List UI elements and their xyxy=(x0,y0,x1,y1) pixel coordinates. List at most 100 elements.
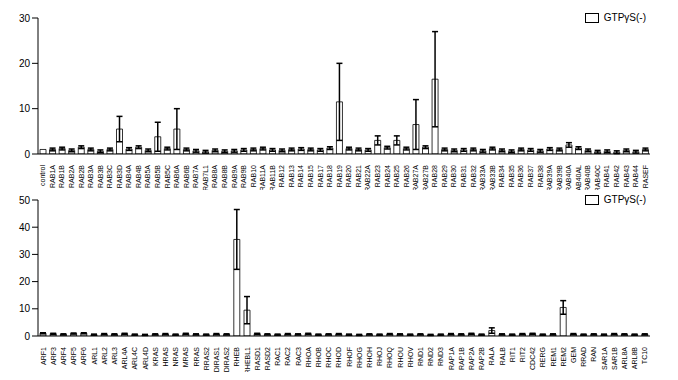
svg-text:RAB5B: RAB5B xyxy=(154,165,161,188)
svg-text:RAB36: RAB36 xyxy=(517,165,524,187)
svg-text:0: 0 xyxy=(24,149,30,160)
svg-text:ARL4C: ARL4C xyxy=(131,347,138,370)
svg-text:RAB9A: RAB9A xyxy=(231,165,238,188)
svg-text:RAB5C: RAB5C xyxy=(164,165,171,188)
svg-text:10: 10 xyxy=(19,303,31,314)
svg-text:RALB: RALB xyxy=(499,347,506,366)
svg-text:RASD1: RASD1 xyxy=(254,347,261,370)
svg-text:RAC3: RAC3 xyxy=(295,347,302,366)
svg-text:RHOJ: RHOJ xyxy=(376,347,383,366)
svg-text:RAB40B: RAB40B xyxy=(584,165,591,190)
svg-text:RHEB: RHEB xyxy=(233,347,240,367)
svg-text:RAP1B: RAP1B xyxy=(458,347,465,370)
svg-text:0: 0 xyxy=(24,331,30,342)
svg-text:RHOC: RHOC xyxy=(325,347,332,368)
svg-text:RAB21: RAB21 xyxy=(355,165,362,187)
svg-text:RIT1: RIT1 xyxy=(509,347,516,362)
svg-text:RAB9B: RAB9B xyxy=(240,165,247,188)
svg-text:TC10: TC10 xyxy=(641,347,648,364)
svg-text:ARL2: ARL2 xyxy=(101,347,108,365)
svg-text:ARF4: ARF4 xyxy=(60,347,67,365)
svg-text:50: 50 xyxy=(19,195,31,206)
svg-text:RAB11B: RAB11B xyxy=(269,165,276,190)
svg-text:GEM: GEM xyxy=(570,347,577,363)
svg-text:20: 20 xyxy=(19,58,31,69)
svg-text:RAB40C: RAB40C xyxy=(594,165,601,190)
svg-text:RAC1: RAC1 xyxy=(274,347,281,366)
svg-text:20: 20 xyxy=(19,276,31,287)
svg-text:RAP1A: RAP1A xyxy=(448,347,455,370)
svg-text:RAB19: RAB19 xyxy=(336,165,343,187)
svg-text:30: 30 xyxy=(19,13,31,24)
svg-text:RND3: RND3 xyxy=(437,347,444,366)
svg-text:RAB32: RAB32 xyxy=(470,165,477,187)
svg-text:RAB7A: RAB7A xyxy=(192,165,199,188)
svg-text:RND1: RND1 xyxy=(417,347,424,366)
svg-text:RERG: RERG xyxy=(539,347,546,367)
svg-text:RHOF: RHOF xyxy=(346,347,353,367)
svg-text:RAB40AL: RAB40AL xyxy=(575,165,582,190)
svg-text:ARF1: ARF1 xyxy=(40,347,47,365)
svg-text:HRAS: HRAS xyxy=(162,347,169,367)
svg-text:RAB17: RAB17 xyxy=(317,165,324,187)
svg-text:RAB28: RAB28 xyxy=(431,165,438,187)
svg-text:RHOV: RHOV xyxy=(407,347,414,368)
svg-text:ARL4D: ARL4D xyxy=(142,347,149,370)
svg-text:control: control xyxy=(39,165,46,186)
svg-text:RHOD: RHOD xyxy=(335,347,342,368)
svg-text:RAB26: RAB26 xyxy=(403,165,410,187)
svg-text:RAB15: RAB15 xyxy=(307,165,314,187)
svg-text:RAB22A: RAB22A xyxy=(364,165,371,190)
svg-text:ARL8A: ARL8A xyxy=(621,347,628,370)
svg-text:RAB11A: RAB11A xyxy=(259,165,266,190)
svg-text:SAR1B: SAR1B xyxy=(611,347,618,370)
svg-text:RHOA: RHOA xyxy=(305,347,312,368)
svg-text:RIT2: RIT2 xyxy=(519,347,526,362)
svg-text:ARL1: ARL1 xyxy=(91,347,98,365)
svg-text:SAR1A: SAR1A xyxy=(601,347,608,370)
svg-text:RHOH: RHOH xyxy=(366,347,373,368)
svg-text:ARF3: ARF3 xyxy=(50,347,57,365)
svg-text:RAB8A: RAB8A xyxy=(211,165,218,188)
svg-text:RAB29: RAB29 xyxy=(441,165,448,187)
svg-text:RHOQ: RHOQ xyxy=(386,346,394,368)
svg-text:ARL4A: ARL4A xyxy=(121,347,128,370)
svg-text:RAB27A: RAB27A xyxy=(412,165,419,190)
svg-text:RAB41: RAB41 xyxy=(603,165,610,187)
svg-text:RAB10: RAB10 xyxy=(250,165,257,187)
svg-text:ARF6: ARF6 xyxy=(80,347,87,365)
svg-text:RAB5A: RAB5A xyxy=(144,165,151,188)
svg-text:RAB7L1: RAB7L1 xyxy=(202,165,209,190)
svg-text:RHOG: RHOG xyxy=(356,347,363,368)
svg-text:RAB39B: RAB39B xyxy=(556,165,563,190)
svg-text:RAB12: RAB12 xyxy=(278,165,285,187)
svg-text:RAB31: RAB31 xyxy=(460,165,467,187)
svg-text:RAP2A: RAP2A xyxy=(468,347,475,370)
svg-text:40: 40 xyxy=(19,222,31,233)
svg-text:RAB35: RAB35 xyxy=(508,165,515,187)
svg-text:RAB3B: RAB3B xyxy=(97,165,104,188)
svg-text:30: 30 xyxy=(19,249,31,260)
svg-text:RAB20: RAB20 xyxy=(345,165,352,187)
svg-text:ARL8B: ARL8B xyxy=(631,347,638,370)
svg-text:RHEBL1: RHEBL1 xyxy=(244,347,251,372)
svg-text:RAB3D: RAB3D xyxy=(116,165,123,188)
svg-text:RAB38: RAB38 xyxy=(537,165,544,187)
svg-text:RAB14: RAB14 xyxy=(297,165,304,187)
svg-text:RAB39A: RAB39A xyxy=(546,165,553,190)
svg-text:RAP2B: RAP2B xyxy=(478,347,485,370)
svg-text:RAN: RAN xyxy=(590,347,597,362)
svg-text:RAB3A: RAB3A xyxy=(87,165,94,188)
svg-text:RRAD: RRAD xyxy=(580,347,587,367)
svg-text:RAB1A: RAB1A xyxy=(49,165,56,188)
svg-text:ARL3: ARL3 xyxy=(111,347,118,365)
svg-text:RAB34: RAB34 xyxy=(498,165,505,187)
svg-text:RAB40A: RAB40A xyxy=(565,165,572,190)
svg-text:RAB13: RAB13 xyxy=(288,165,295,187)
svg-text:RAC2: RAC2 xyxy=(284,347,291,366)
svg-text:DIRAS1: DIRAS1 xyxy=(213,347,220,372)
svg-text:RND2: RND2 xyxy=(427,347,434,366)
svg-text:DIRAS2: DIRAS2 xyxy=(223,347,230,372)
svg-text:RAB43: RAB43 xyxy=(623,165,630,187)
svg-text:10: 10 xyxy=(19,103,31,114)
